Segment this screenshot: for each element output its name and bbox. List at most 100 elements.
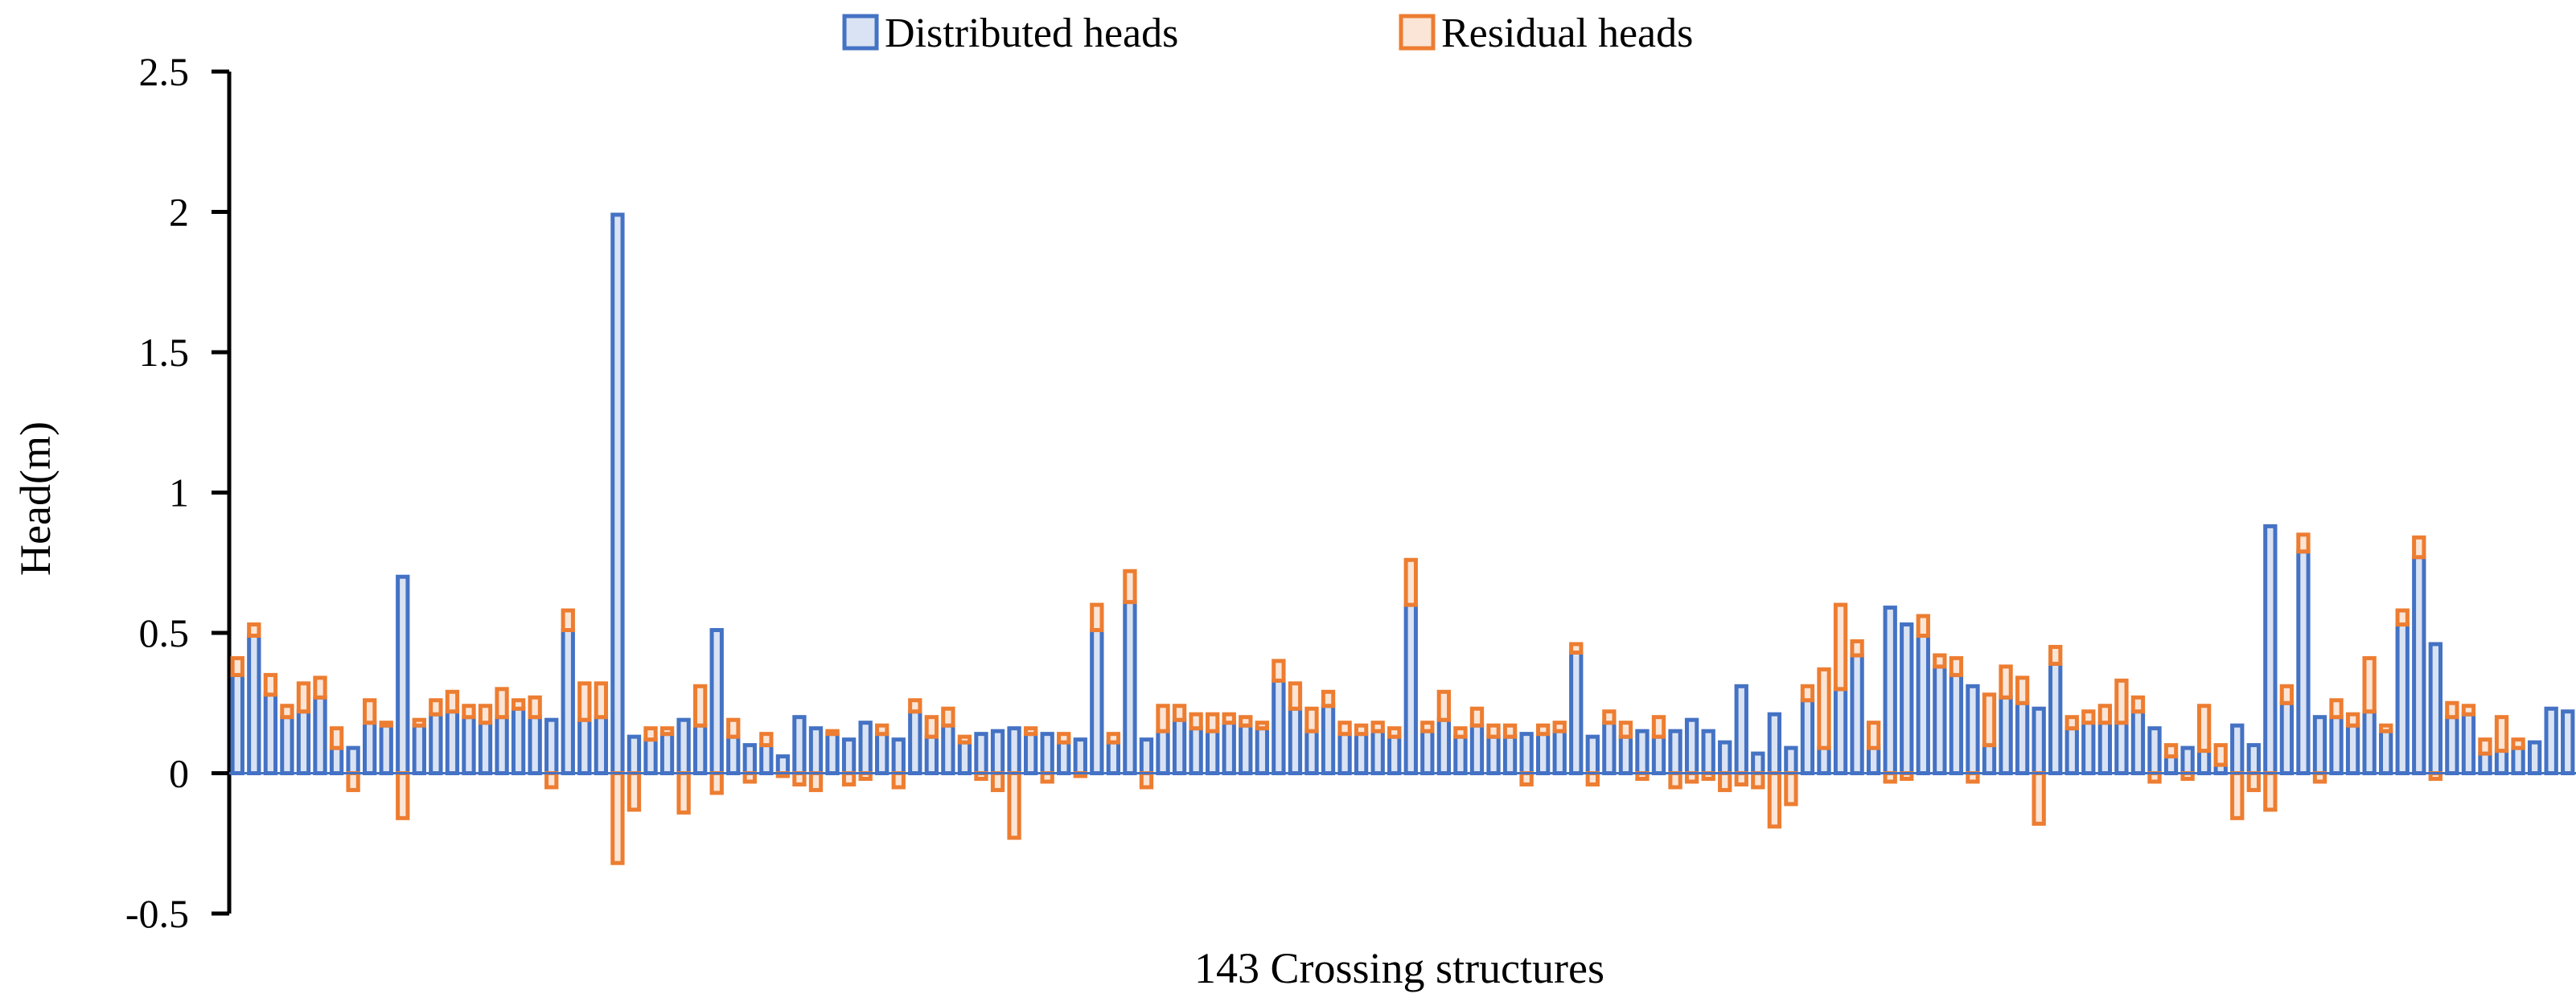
distributed-head-bar [742, 743, 757, 775]
legend-swatch-distributed [842, 14, 879, 51]
distributed-head-bar [2097, 721, 2113, 775]
distributed-head-bar [1552, 729, 1567, 776]
residual-head-bar [1684, 771, 1699, 784]
residual-head-bar [429, 698, 443, 717]
distributed-head-bar [1668, 729, 1682, 776]
residual-head-bar [841, 771, 857, 786]
residual-head-bar [1337, 721, 1352, 737]
distributed-head-bar [2345, 723, 2360, 775]
distributed-head-bar [1304, 729, 1319, 776]
distributed-head-bar [2196, 749, 2212, 776]
residual-head-bar [528, 695, 542, 720]
y-tick-label: -0.5 [125, 891, 189, 936]
distributed-head-bar [1536, 732, 1551, 776]
residual-head-bar [1949, 655, 1964, 677]
distributed-head-bar [2081, 721, 2096, 775]
residual-head-bar [412, 717, 426, 728]
residual-head-bar [478, 704, 493, 725]
distributed-head-bar [1519, 732, 1534, 776]
distributed-head-bar [1817, 745, 1831, 776]
residual-head-bar [2263, 771, 2278, 812]
distributed-head-bar [974, 732, 988, 776]
distributed-head-bar [1172, 717, 1187, 775]
distributed-head-bar [941, 723, 955, 775]
residual-head-bar [808, 771, 824, 792]
distributed-head-bar [1403, 602, 1418, 775]
distributed-head-bar [676, 717, 691, 775]
distributed-head-bar [1255, 726, 1269, 775]
distributed-head-bar [1933, 664, 1947, 775]
distributed-head-bar [2032, 706, 2046, 775]
legend-label-residual: Residual heads [1441, 10, 1693, 56]
distributed-head-bar [1651, 734, 1666, 776]
y-tick-label: 0 [169, 751, 189, 796]
distributed-head-bar [1701, 729, 1715, 776]
distributed-head-bar [1090, 628, 1104, 776]
residual-head-bar [462, 704, 476, 720]
y-tick-label: 2 [169, 190, 189, 235]
residual-head-bar [1436, 689, 1452, 722]
residual-head-bar [2345, 712, 2360, 728]
y-tick-label: 0.5 [139, 610, 190, 655]
distributed-head-bar [396, 574, 410, 776]
residual-head-bar [1139, 771, 1154, 790]
residual-head-bar [1288, 681, 1303, 711]
residual-head-bar [1784, 771, 1798, 807]
residual-head-bar [280, 704, 294, 720]
distributed-head-bar [2015, 700, 2030, 775]
residual-head-bar [2130, 695, 2146, 714]
distributed-head-bar [1354, 732, 1369, 776]
distributed-head-bar [643, 737, 658, 775]
distributed-head-bar [1618, 734, 1633, 776]
residual-head-bar [2395, 608, 2410, 627]
distributed-head-bar [544, 717, 559, 775]
residual-head-bar [1767, 771, 1782, 829]
residual-head-bar [1090, 602, 1104, 633]
residual-head-bar [1304, 706, 1319, 733]
distributed-head-bar [1833, 687, 1848, 775]
residual-head-bar [1519, 771, 1534, 786]
distributed-head-bar [2147, 726, 2162, 775]
distributed-head-bar [2296, 549, 2311, 775]
distributed-head-bar [1734, 684, 1748, 775]
distributed-head-bar [478, 721, 493, 775]
residual-head-bar [1668, 771, 1682, 790]
distributed-head-bar [924, 734, 939, 776]
residual-head-bar [2196, 704, 2212, 754]
distributed-head-bar [2445, 715, 2459, 776]
legend-swatch-residual [1399, 14, 1436, 51]
residual-head-bar [1469, 706, 1485, 728]
y-tick-label: 2.5 [139, 49, 190, 94]
distributed-head-bar [2494, 749, 2509, 776]
residual-head-bar [1420, 721, 1435, 733]
distributed-head-bar [2048, 661, 2063, 776]
distributed-head-bar [1106, 740, 1121, 775]
residual-head-bar [1982, 692, 1997, 748]
residual-head-bar [1354, 723, 1369, 737]
distributed-head-bar [1684, 717, 1699, 775]
residual-head-bar [2379, 723, 2393, 733]
residual-head-bar [2494, 715, 2509, 754]
distributed-head-bar [1023, 732, 1038, 776]
distributed-head-bar [1949, 672, 1964, 775]
distributed-head-bar [891, 737, 906, 775]
distributed-head-bar [2395, 622, 2410, 776]
distributed-head-bar [759, 743, 774, 775]
distributed-head-bar [2329, 715, 2344, 776]
distributed-head-bar [2412, 555, 2426, 776]
residual-head-bar [1023, 726, 1038, 737]
residual-head-bar [511, 698, 526, 711]
residual-head-bar [1800, 684, 1815, 703]
residual-head-bar [2032, 771, 2046, 826]
residual-head-bar [1106, 732, 1121, 745]
distributed-head-bar [561, 628, 575, 776]
distributed-head-bar [379, 723, 393, 775]
distributed-head-bar [1916, 633, 1930, 775]
residual-head-bar [263, 672, 278, 697]
distributed-head-bar [1966, 684, 1980, 775]
distributed-head-bar [2527, 740, 2542, 775]
distributed-head-bar [1751, 751, 1765, 776]
distributed-head-bar [659, 732, 675, 776]
distributed-head-bar [1073, 737, 1087, 775]
